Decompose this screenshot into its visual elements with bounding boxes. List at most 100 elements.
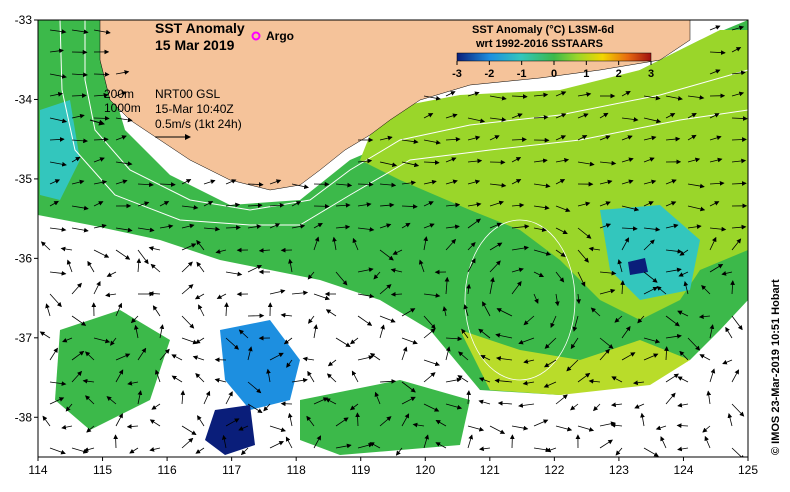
current-vector-arrow — [238, 425, 249, 431]
sst-field-cold-sw — [220, 320, 300, 410]
current-vector-arrow — [287, 412, 293, 427]
current-vector-arrow — [62, 337, 73, 343]
current-vector-arrow — [247, 265, 263, 273]
current-vector-arrow — [379, 182, 397, 188]
current-vector-arrow — [643, 226, 661, 232]
current-vector-arrow — [203, 201, 214, 207]
current-vector-arrow — [93, 280, 101, 295]
current-vector-arrow — [49, 48, 64, 54]
current-vector-arrow — [577, 135, 588, 141]
current-vector-arrow — [196, 239, 205, 251]
current-vector-arrow — [445, 346, 451, 361]
current-vector-arrow — [349, 337, 359, 345]
current-vector-arrow — [458, 351, 469, 361]
current-vector-arrow — [621, 325, 631, 339]
current-vector-arrow — [702, 425, 711, 433]
current-vector-arrow — [307, 271, 315, 280]
x-tick-label: 115 — [93, 463, 112, 477]
current-vector-arrow — [423, 201, 434, 207]
current-vector-arrow — [423, 179, 437, 185]
current-vector-arrow — [687, 157, 701, 163]
current-vector-arrow — [643, 271, 658, 283]
current-vector-arrow — [643, 239, 655, 251]
current-vector-arrow — [137, 249, 149, 265]
current-vector-arrow — [49, 117, 68, 124]
current-vector-arrow — [731, 47, 742, 53]
current-vector-arrow — [181, 243, 197, 251]
current-vector-arrow — [216, 293, 227, 299]
argo-legend: Argo — [251, 29, 294, 43]
current-vector-arrow — [130, 315, 139, 324]
current-vector-arrow — [93, 71, 110, 77]
current-vector-arrow — [511, 137, 527, 142]
current-vector-arrow — [445, 403, 463, 410]
current-vector-arrow — [357, 267, 374, 273]
current-vector-arrow — [679, 350, 689, 361]
current-vector-arrow — [71, 227, 89, 233]
current-vector-arrow — [677, 310, 689, 317]
current-vector-arrow — [181, 337, 198, 345]
current-vector-arrow — [291, 290, 309, 296]
current-vector-arrow — [731, 25, 745, 31]
y-axis: -33 -34 -35 -36 -37 -38 — [15, 13, 38, 424]
current-vector-arrow — [655, 425, 667, 431]
current-vector-arrow — [665, 179, 677, 185]
current-vector-arrow — [280, 312, 293, 318]
current-vector-arrow — [49, 347, 58, 361]
current-vector-arrow — [115, 117, 133, 123]
current-vector-arrow — [467, 258, 476, 273]
current-vector-arrow — [93, 337, 111, 344]
current-vector-arrow — [335, 271, 348, 286]
current-vector-arrow — [113, 434, 119, 449]
current-vector-arrow — [709, 324, 715, 339]
current-vector-arrow — [115, 302, 123, 317]
current-vector-arrow — [49, 29, 67, 34]
current-vector-arrow — [335, 182, 353, 188]
current-vector-arrow — [621, 226, 638, 231]
product-label: NRT00 GSL — [155, 87, 220, 101]
current-vector-arrow — [665, 113, 676, 119]
current-vector-arrow — [570, 403, 579, 411]
current-vector-arrow — [198, 304, 205, 317]
current-vector-arrow — [195, 447, 205, 454]
current-vector-arrow — [731, 403, 745, 417]
current-vector-arrow — [115, 227, 133, 233]
current-vector-arrow — [181, 205, 199, 210]
current-vector-arrow — [133, 324, 139, 339]
current-vector-arrow — [676, 423, 689, 429]
current-vector-arrow — [577, 372, 591, 383]
current-vector-arrow — [445, 179, 458, 185]
current-vector-arrow — [533, 205, 550, 210]
argo-label: Argo — [266, 29, 294, 43]
current-vector-arrow — [269, 289, 286, 295]
current-vector-arrow — [71, 138, 88, 144]
current-vector-arrow — [611, 376, 623, 383]
current-vector-arrow — [106, 396, 117, 405]
current-vector-arrow — [731, 447, 745, 457]
current-vector-arrow — [467, 91, 480, 97]
current-vector-arrow — [351, 370, 359, 383]
current-vector-arrow — [423, 315, 436, 330]
current-vector-arrow — [577, 92, 592, 97]
current-vector-arrow — [665, 333, 682, 339]
current-vector-arrow — [621, 352, 636, 361]
x-tick-label: 123 — [609, 463, 629, 477]
current-vector-arrow — [555, 227, 568, 234]
current-vector-arrow — [599, 201, 611, 207]
current-vector-arrow — [489, 277, 495, 295]
colorbar-tick-label: 1 — [583, 68, 589, 80]
current-vector-arrow — [379, 223, 392, 229]
current-vector-arrow — [225, 179, 237, 185]
x-tick-label: 117 — [222, 463, 241, 477]
current-vector-arrow — [709, 263, 724, 273]
current-vector-arrow — [283, 337, 293, 345]
current-vector-arrow — [181, 179, 192, 185]
argo-marker-icon — [251, 31, 261, 41]
current-vector-arrow — [127, 380, 139, 386]
current-vector-arrow — [633, 380, 645, 386]
current-vector-arrow — [643, 157, 655, 163]
current-vector-arrow — [71, 93, 87, 98]
current-vector-arrow — [706, 390, 712, 405]
current-vector-arrow — [373, 271, 381, 280]
current-vector-arrow — [247, 203, 263, 208]
